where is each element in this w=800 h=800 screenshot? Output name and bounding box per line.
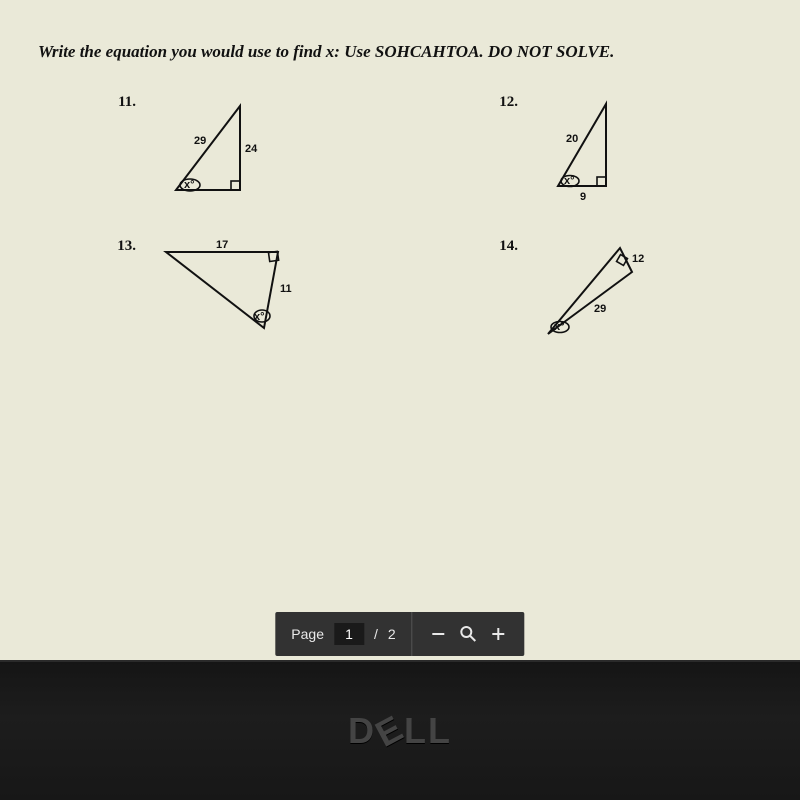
label-hyp: 20 bbox=[566, 133, 578, 145]
problem-12: 12. 20 9 x° bbox=[420, 90, 762, 200]
pdf-toolbar: Page / 2 bbox=[275, 612, 524, 656]
label-angle: x° bbox=[184, 179, 195, 191]
problem-number: 13. bbox=[108, 238, 136, 255]
label-side: 11 bbox=[280, 283, 292, 295]
label-top: 17 bbox=[216, 239, 228, 251]
triangle-13: 17 11 x° bbox=[154, 234, 314, 344]
page-total: 2 bbox=[388, 626, 396, 642]
problem-number: 12. bbox=[490, 94, 518, 111]
problem-number: 11. bbox=[108, 94, 136, 111]
page-segment: Page / 2 bbox=[275, 612, 411, 656]
problems-grid: 11. 29 24 x° 12. 20 9 bbox=[38, 90, 762, 344]
label-side: 12 bbox=[632, 253, 644, 265]
triangle-11: 29 24 x° bbox=[154, 90, 264, 200]
page-separator: / bbox=[374, 626, 378, 642]
label-angle: x° bbox=[554, 321, 565, 333]
problem-13: 13. 17 11 x° bbox=[38, 234, 380, 344]
label-side: 24 bbox=[245, 143, 258, 155]
worksheet: Write the equation you would use to find… bbox=[0, 0, 800, 364]
screen-area: Write the equation you would use to find… bbox=[0, 0, 800, 660]
page-label: Page bbox=[291, 626, 324, 642]
logo-l2: L bbox=[428, 710, 452, 752]
label-angle: x° bbox=[254, 311, 265, 323]
zoom-out-icon[interactable] bbox=[429, 624, 449, 644]
problem-number: 14. bbox=[490, 238, 518, 255]
label-hyp: 29 bbox=[194, 135, 206, 147]
problem-11: 11. 29 24 x° bbox=[38, 90, 380, 200]
triangle-12: 20 9 x° bbox=[536, 90, 636, 200]
zoom-in-icon[interactable] bbox=[489, 624, 509, 644]
triangle-14: 12 29 x° bbox=[536, 234, 656, 344]
label-hyp: 29 bbox=[594, 303, 606, 315]
logo-l1: L bbox=[404, 710, 428, 752]
page-input[interactable] bbox=[334, 623, 364, 645]
zoom-segment bbox=[413, 612, 525, 656]
monitor-bezel: DELL bbox=[0, 660, 800, 800]
label-angle: x° bbox=[564, 175, 575, 187]
dell-logo: DELL bbox=[348, 710, 452, 752]
label-base: 9 bbox=[580, 191, 586, 200]
problem-14: 14. 12 29 x° bbox=[420, 234, 762, 344]
zoom-fit-icon[interactable] bbox=[459, 624, 479, 644]
instruction-text: Write the equation you would use to find… bbox=[38, 42, 762, 62]
